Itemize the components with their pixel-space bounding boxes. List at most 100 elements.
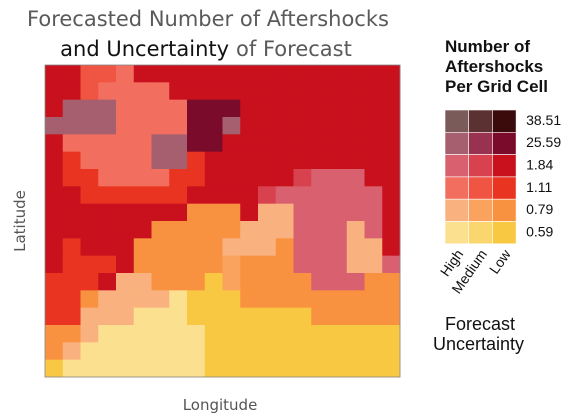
cell (62, 359, 81, 378)
cell (329, 151, 348, 170)
cell (116, 273, 135, 291)
cell (45, 169, 64, 187)
cell (293, 99, 312, 118)
cell (80, 238, 99, 257)
cell (311, 238, 330, 257)
cell (222, 82, 241, 101)
cell (222, 273, 241, 291)
cell (346, 99, 365, 118)
cell (80, 221, 99, 239)
cell (240, 186, 259, 205)
cell (80, 342, 99, 361)
cell (293, 290, 312, 309)
cell (293, 342, 312, 361)
cell (151, 65, 170, 83)
cell (346, 342, 365, 361)
cell (293, 117, 312, 135)
legend-swatch (444, 132, 470, 155)
cell (80, 273, 99, 291)
cell (98, 342, 117, 361)
cell (346, 238, 365, 257)
legend-swatch (492, 132, 517, 155)
cell (62, 307, 81, 326)
cell (45, 99, 64, 118)
chart-title: Forecasted Number of Aftershocks (27, 7, 389, 31)
cell (151, 255, 170, 274)
cell (204, 186, 223, 205)
cell (275, 151, 294, 170)
cell (240, 325, 259, 343)
cell (275, 134, 294, 153)
cell (222, 65, 241, 83)
cell (98, 325, 117, 343)
cell (258, 117, 277, 135)
legend-subtitle: Forecast (445, 314, 515, 334)
cell (258, 359, 277, 378)
cell (240, 169, 259, 187)
cell (311, 151, 330, 170)
cell (45, 238, 64, 257)
cell (151, 99, 170, 118)
cell (169, 99, 188, 118)
cell (151, 203, 170, 222)
cell (364, 359, 383, 378)
cell (222, 169, 241, 187)
cell (293, 255, 312, 274)
legend-level-label: 38.51 (526, 112, 561, 128)
cell (329, 134, 348, 153)
cell (364, 82, 383, 101)
cell (80, 255, 99, 274)
cell (116, 221, 135, 239)
legend-swatch (468, 176, 493, 200)
cell (133, 82, 152, 101)
cell (382, 273, 401, 291)
cell (240, 290, 259, 309)
cell (275, 221, 294, 239)
cell (258, 169, 277, 187)
title-rest: of Forecast (236, 37, 352, 61)
cell (364, 134, 383, 153)
cell (240, 203, 259, 222)
cell (346, 325, 365, 343)
cell (222, 134, 241, 153)
cell (329, 221, 348, 239)
cell (187, 342, 206, 361)
cell (187, 134, 206, 153)
cell (293, 325, 312, 343)
title-emphasis: and Uncertainty (60, 37, 229, 61)
cell (98, 203, 117, 222)
cell (275, 99, 294, 118)
cell (187, 203, 206, 222)
cell (187, 290, 206, 309)
cell (204, 255, 223, 274)
cell (62, 221, 81, 239)
cell (45, 255, 64, 274)
cell (187, 99, 206, 118)
cell (80, 325, 99, 343)
cell (346, 221, 365, 239)
cell (187, 238, 206, 257)
cell (258, 307, 277, 326)
cell (275, 255, 294, 274)
cell (293, 151, 312, 170)
legend-level-label: 25.59 (526, 134, 561, 150)
cell (311, 134, 330, 153)
cell (293, 169, 312, 187)
cell (133, 325, 152, 343)
cell (98, 221, 117, 239)
cell (98, 99, 117, 118)
cell (169, 307, 188, 326)
cell (222, 221, 241, 239)
cell (275, 238, 294, 257)
cell (80, 186, 99, 205)
cell (258, 82, 277, 101)
cell (240, 273, 259, 291)
cell (346, 290, 365, 309)
cell (98, 359, 117, 378)
cell (45, 221, 64, 239)
cell (293, 186, 312, 205)
cell (169, 238, 188, 257)
cell (204, 273, 223, 291)
cell (258, 203, 277, 222)
